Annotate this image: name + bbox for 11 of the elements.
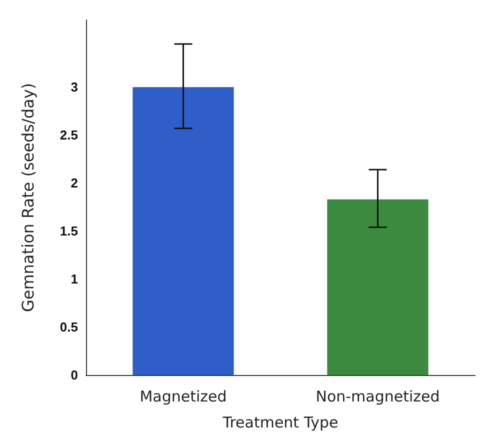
y-tick-label: 2.5 — [60, 128, 78, 143]
y-tick-label: 0.5 — [60, 320, 78, 335]
y-tick-label: 3 — [70, 80, 78, 95]
x-tick-label: Magnetized — [140, 388, 227, 406]
y-tick-label: 0 — [70, 368, 78, 382]
y-tick-label: 1 — [70, 272, 78, 287]
x-tick-label: Non-magnetized — [316, 388, 440, 406]
y-tick-label: 1.5 — [60, 224, 78, 239]
y-axis-title: Gemnation Rate (seeds/day) — [18, 82, 38, 312]
x-axis-title: Treatment Type — [222, 414, 338, 432]
y-tick-label: 2 — [70, 176, 78, 191]
